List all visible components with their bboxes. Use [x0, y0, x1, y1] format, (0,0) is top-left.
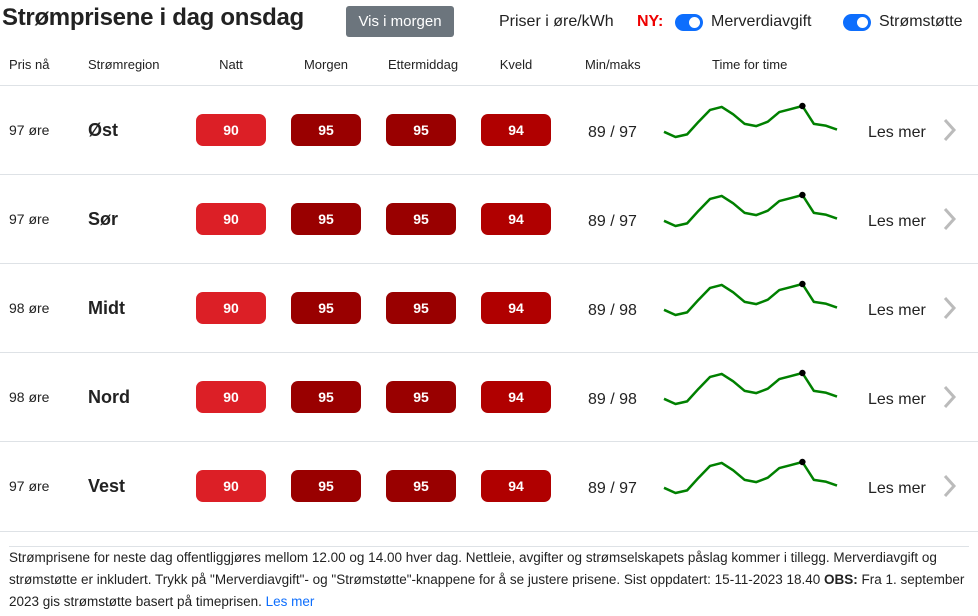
price-badge-morgen: 95	[291, 203, 361, 235]
col-header-now: Pris nå	[9, 57, 50, 72]
footer-read-more-link[interactable]: Les mer	[265, 594, 315, 609]
show-tomorrow-button[interactable]: Vis i morgen	[346, 6, 454, 37]
hourly-sparkline	[663, 280, 838, 317]
current-price: 98 øre	[9, 300, 50, 316]
footer-text: Strømprisene for neste dag offentliggjør…	[9, 550, 937, 587]
current-hour-dot	[799, 191, 806, 199]
footer-text2: Fra 1. september 2023 gis strømstøtte ba…	[9, 572, 965, 609]
price-badge-natt: 90	[196, 203, 266, 235]
chevron-right-icon[interactable]	[940, 472, 960, 500]
region-name: Vest	[88, 476, 126, 496]
price-badge-natt: 90	[196, 381, 266, 413]
sparkline-line	[663, 282, 838, 317]
region-row[interactable]: 98 øre Nord 90 95 95 94 89 / 98 Les mer	[0, 352, 978, 441]
chevron-right-icon[interactable]	[940, 294, 960, 322]
min-max: 89 / 98	[588, 302, 637, 319]
col-header-morning: Morgen	[303, 57, 349, 72]
price-badge-morgen: 95	[291, 470, 361, 502]
toggle-switch-icon[interactable]	[843, 13, 871, 31]
min-max: 89 / 97	[588, 124, 637, 141]
vat-toggle[interactable]: Merverdiavgift	[675, 13, 811, 31]
toggle-switch-icon[interactable]	[675, 13, 703, 31]
chevron-right-icon[interactable]	[940, 205, 960, 233]
sparkline-line	[663, 193, 838, 228]
new-label: NY:	[637, 13, 664, 30]
current-hour-dot	[799, 102, 806, 110]
hourly-sparkline	[663, 369, 838, 406]
region-row[interactable]: 97 øre Øst 90 95 95 94 89 / 97 Les mer	[0, 85, 978, 174]
price-badge-kveld: 94	[481, 292, 551, 324]
price-badge-kveld: 94	[481, 114, 551, 146]
price-badge-natt: 90	[196, 470, 266, 502]
footer-note: Strømprisene for neste dag offentliggjør…	[0, 531, 978, 613]
region-row[interactable]: 97 øre Vest 90 95 95 94 89 / 97 Les mer	[0, 441, 978, 530]
min-max: 89 / 97	[588, 213, 637, 230]
col-header-region: Strømregion	[88, 57, 160, 72]
current-price: 97 øre	[9, 478, 50, 494]
col-header-afternoon: Ettermiddag	[387, 57, 459, 72]
price-badge-ettermiddag: 95	[386, 292, 456, 324]
sparkline-line	[663, 371, 838, 406]
chevron-right-icon[interactable]	[940, 383, 960, 411]
region-name: Nord	[88, 387, 130, 407]
col-header-hourly: Time for time	[712, 57, 788, 72]
current-hour-dot	[799, 280, 806, 288]
support-toggle-label: Strømstøtte	[879, 13, 963, 30]
price-badge-natt: 90	[196, 292, 266, 324]
current-hour-dot	[799, 458, 806, 466]
price-badge-kveld: 94	[481, 381, 551, 413]
min-max: 89 / 98	[588, 391, 637, 408]
current-hour-dot	[799, 369, 806, 377]
read-more-link[interactable]: Les mer	[868, 124, 926, 141]
col-header-night: Natt	[219, 57, 243, 72]
price-badge-ettermiddag: 95	[386, 114, 456, 146]
read-more-link[interactable]: Les mer	[868, 480, 926, 497]
min-max: 89 / 97	[588, 480, 637, 497]
price-badge-ettermiddag: 95	[386, 381, 456, 413]
sparkline-line	[663, 104, 838, 139]
price-badge-kveld: 94	[481, 470, 551, 502]
read-more-link[interactable]: Les mer	[868, 391, 926, 408]
col-header-minmax: Min/maks	[585, 57, 641, 72]
region-name: Sør	[88, 209, 119, 229]
read-more-link[interactable]: Les mer	[868, 213, 926, 230]
page-title: Strømprisene i dag onsdag	[2, 4, 304, 31]
region-name: Øst	[88, 120, 119, 140]
price-badge-natt: 90	[196, 114, 266, 146]
hourly-sparkline	[663, 191, 838, 228]
price-badge-ettermiddag: 95	[386, 203, 456, 235]
price-badge-morgen: 95	[291, 381, 361, 413]
region-name: Midt	[88, 298, 125, 318]
footer-obs: OBS:	[824, 572, 858, 587]
support-toggle[interactable]: Strømstøtte	[843, 13, 963, 31]
hourly-sparkline	[663, 458, 838, 495]
region-row[interactable]: 97 øre Sør 90 95 95 94 89 / 97 Les mer	[0, 174, 978, 263]
read-more-link[interactable]: Les mer	[868, 302, 926, 319]
current-price: 97 øre	[9, 122, 50, 138]
sparkline-line	[663, 460, 838, 495]
price-badge-ettermiddag: 95	[386, 470, 456, 502]
hourly-sparkline	[663, 102, 838, 139]
price-badge-morgen: 95	[291, 292, 361, 324]
current-price: 98 øre	[9, 389, 50, 405]
current-price: 97 øre	[9, 211, 50, 227]
unit-label: Priser i øre/kWh	[499, 13, 614, 30]
region-row[interactable]: 98 øre Midt 90 95 95 94 89 / 98 Les mer	[0, 263, 978, 352]
price-badge-kveld: 94	[481, 203, 551, 235]
vat-toggle-label: Merverdiavgift	[711, 13, 812, 30]
col-header-evening: Kveld	[499, 57, 533, 72]
price-badge-morgen: 95	[291, 114, 361, 146]
chevron-right-icon[interactable]	[940, 116, 960, 144]
